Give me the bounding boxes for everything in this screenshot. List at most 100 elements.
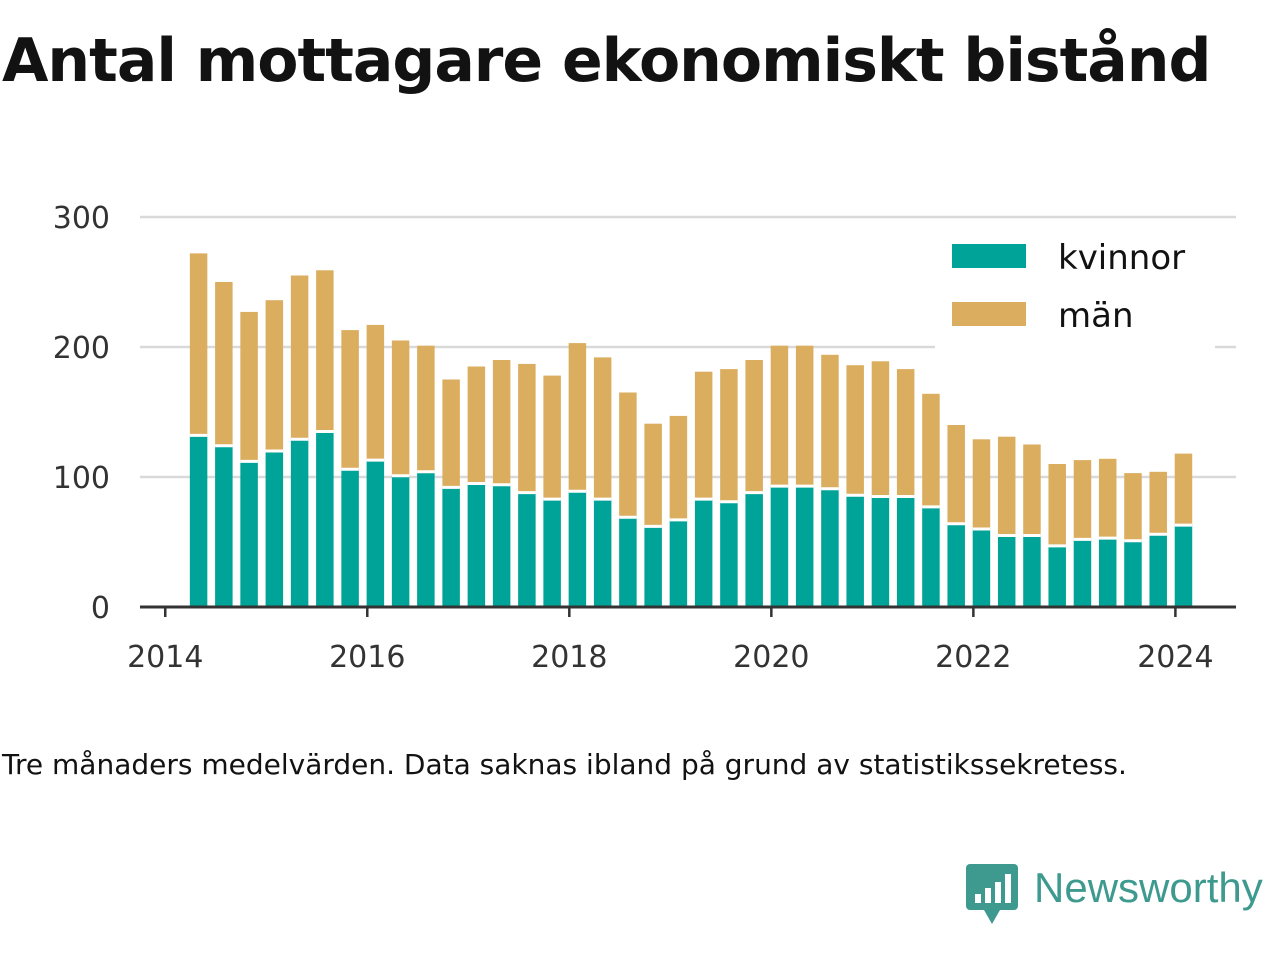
- bar-man: [821, 354, 839, 489]
- bar-man: [972, 439, 991, 529]
- bar-man: [644, 423, 662, 527]
- bar-man: [720, 369, 738, 502]
- bar-kvinnor: [745, 492, 763, 607]
- bar-man: [1174, 453, 1193, 526]
- bar-kvinnor: [972, 529, 991, 607]
- stacked-bar-chart: 0 100 200 300 2014 2016 2018 2020 2022 2024 kvinn…: [53, 201, 1236, 675]
- bar-kvinnor: [669, 519, 688, 607]
- x-tick-label: 2018: [531, 640, 607, 675]
- x-tick-label: 2022: [935, 640, 1011, 675]
- y-tick-label: 100: [53, 461, 110, 496]
- bar-kvinnor: [467, 483, 486, 607]
- legend: kvinnor män: [935, 232, 1215, 350]
- bar-kvinnor: [568, 491, 587, 607]
- bar-man: [770, 345, 789, 487]
- bar-kvinnor: [518, 492, 536, 607]
- y-tick-label: 0: [91, 591, 110, 626]
- bar-man: [417, 345, 435, 472]
- bar-kvinnor: [593, 499, 612, 607]
- bar-man: [341, 330, 359, 470]
- bar-kvinnor: [316, 431, 334, 607]
- x-tick-label: 2016: [329, 640, 405, 675]
- bar-man: [215, 282, 233, 446]
- bar-man: [1149, 471, 1167, 535]
- bar-man: [694, 371, 713, 500]
- bar-kvinnor: [821, 488, 839, 607]
- bar-kvinnor: [543, 499, 561, 607]
- bar-kvinnor: [215, 445, 233, 607]
- bar-kvinnor: [442, 487, 460, 607]
- bar-man: [442, 379, 460, 488]
- bar-kvinnor: [619, 517, 637, 607]
- bar-man: [619, 392, 637, 518]
- bar-man: [1048, 464, 1066, 546]
- brand-name: Newsworthy: [1034, 864, 1263, 911]
- x-tick-label: 2020: [733, 640, 809, 675]
- bar-man: [745, 360, 763, 493]
- bar-kvinnor: [1098, 538, 1117, 607]
- bar-man: [593, 357, 612, 500]
- bar-man: [467, 366, 486, 484]
- newsworthy-logo-icon: [966, 864, 1018, 924]
- bar-man: [1023, 444, 1041, 536]
- bar-man: [492, 360, 511, 485]
- bar-kvinnor: [896, 496, 915, 607]
- bar-man: [795, 345, 814, 487]
- bar-man: [1073, 460, 1092, 540]
- bar-man: [1124, 473, 1142, 541]
- bar-man: [669, 415, 688, 520]
- bar-man: [997, 436, 1016, 536]
- x-tick-label: 2014: [127, 640, 203, 675]
- bar-man: [240, 311, 258, 462]
- bar-kvinnor: [1048, 545, 1066, 607]
- bar-man: [896, 369, 915, 497]
- bar-kvinnor: [1149, 534, 1167, 607]
- bar-kvinnor: [366, 460, 385, 607]
- bar-man: [922, 393, 940, 507]
- axes: 0 100 200 300 2014 2016 2018 2020 2022 2024: [53, 201, 1236, 675]
- bar-kvinnor: [694, 499, 713, 607]
- chart-title: Antal mottagare ekonomiskt bistånd: [2, 26, 1211, 96]
- bar-kvinnor: [871, 496, 890, 607]
- bar-man: [366, 324, 385, 461]
- bar-man: [543, 375, 561, 500]
- bar-man: [871, 361, 890, 497]
- legend-label: män: [1058, 296, 1134, 336]
- bar-kvinnor: [947, 523, 965, 607]
- chart-caption: Tre månaders medelvärden. Data saknas ib…: [2, 748, 1127, 781]
- y-tick-label: 300: [53, 201, 110, 236]
- y-tick-label: 200: [53, 331, 110, 366]
- bar-kvinnor: [720, 501, 738, 607]
- bar-kvinnor: [922, 506, 940, 607]
- bar-kvinnor: [795, 486, 814, 607]
- bar-kvinnor: [391, 475, 410, 607]
- bar-man: [518, 363, 536, 493]
- bar-kvinnor: [417, 471, 435, 607]
- bar-kvinnor: [265, 451, 284, 607]
- bar-kvinnor: [1174, 525, 1193, 607]
- legend-swatch: [952, 302, 1026, 326]
- bar-kvinnor: [644, 526, 662, 607]
- bar-man: [947, 425, 965, 524]
- bar-kvinnor: [492, 484, 511, 607]
- bars: [189, 253, 1193, 607]
- bar-kvinnor: [1073, 539, 1092, 607]
- bar-kvinnor: [189, 435, 208, 607]
- legend-label: kvinnor: [1058, 238, 1185, 278]
- bar-man: [846, 365, 864, 496]
- bar-man: [265, 300, 284, 451]
- bar-man: [568, 343, 587, 492]
- bar-man: [189, 253, 208, 436]
- bar-kvinnor: [341, 469, 359, 607]
- bar-kvinnor: [290, 439, 309, 607]
- bar-kvinnor: [770, 486, 789, 607]
- bar-kvinnor: [240, 461, 258, 607]
- legend-swatch: [952, 244, 1026, 268]
- x-tick-label: 2024: [1137, 640, 1213, 675]
- bar-kvinnor: [1124, 540, 1142, 607]
- bar-man: [391, 340, 410, 476]
- bar-kvinnor: [846, 495, 864, 607]
- bar-man: [316, 270, 334, 432]
- bar-kvinnor: [997, 535, 1016, 607]
- bar-man: [1098, 458, 1117, 539]
